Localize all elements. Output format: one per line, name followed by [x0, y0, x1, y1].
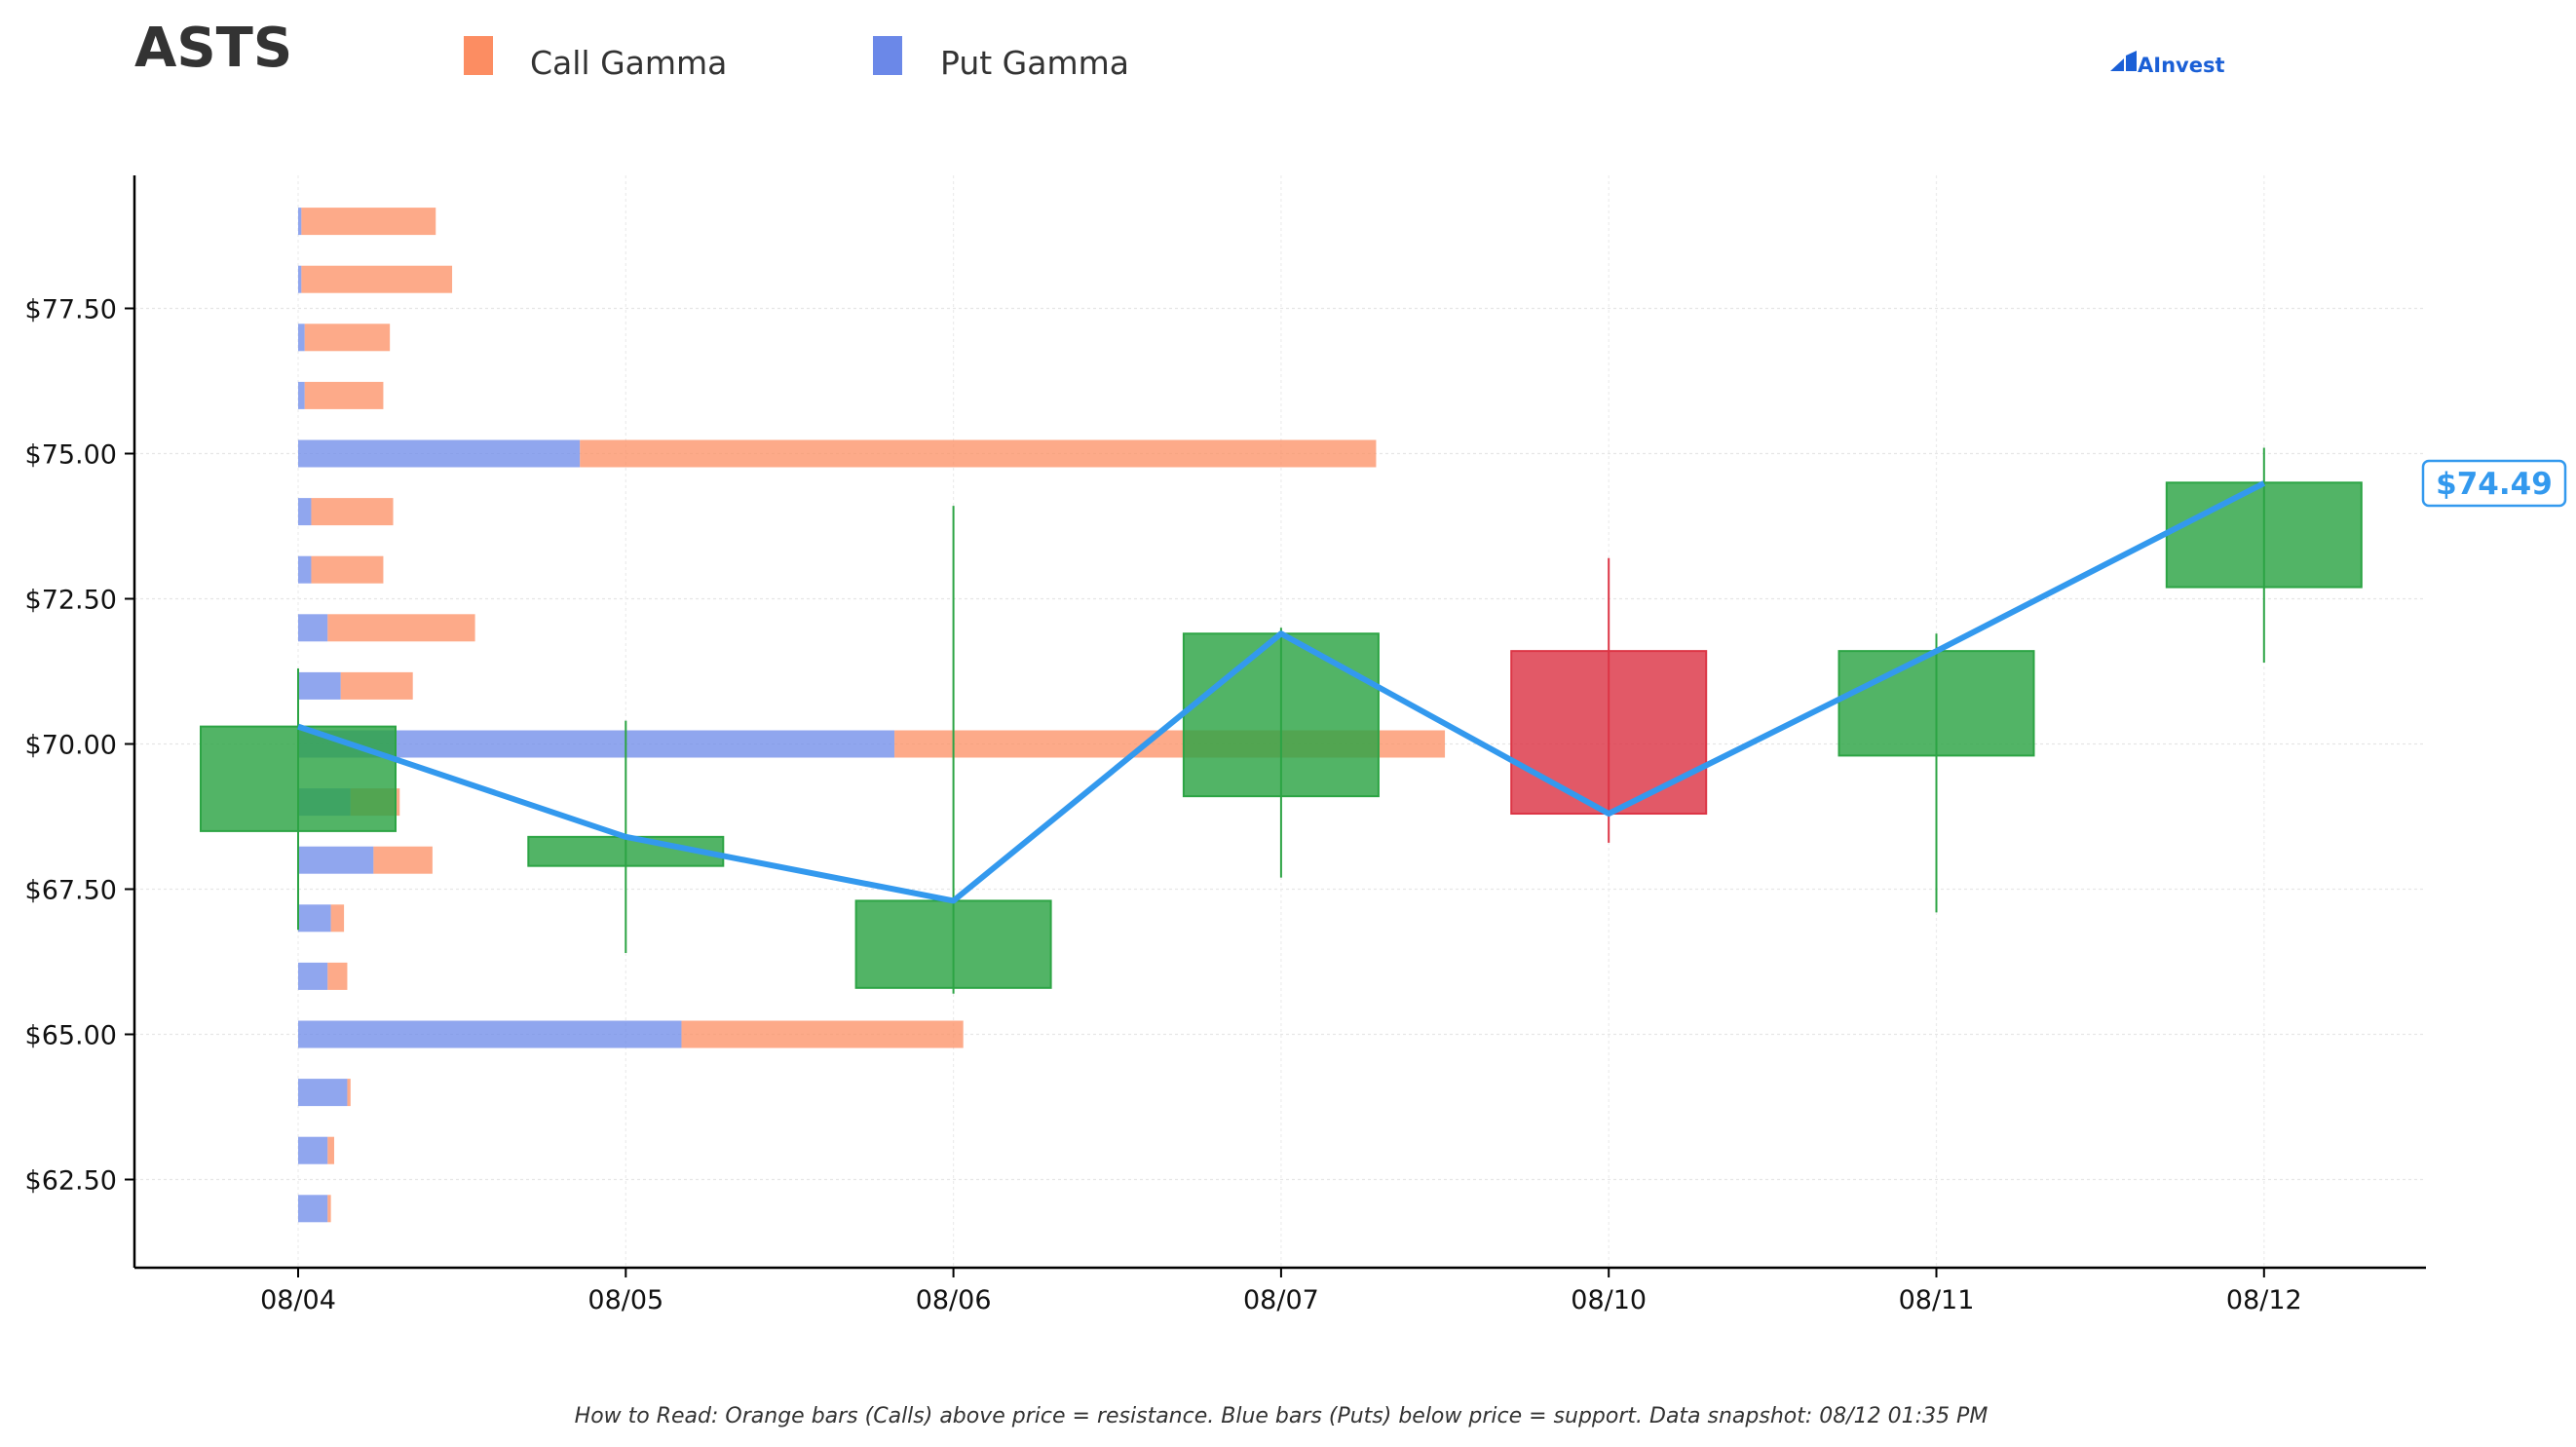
- put-gamma-bar: [298, 1195, 328, 1223]
- put-gamma-bar: [298, 1020, 682, 1048]
- call-gamma-bar: [311, 555, 384, 584]
- y-tick-label: $70.00: [25, 731, 117, 761]
- brand-logo-text: AInvest: [2138, 54, 2225, 77]
- call-gamma-bar: [301, 265, 453, 293]
- current-price-tag: $74.49: [2421, 459, 2567, 508]
- candle-body: [1182, 632, 1380, 798]
- how-to-read-note: How to Read: Orange bars (Calls) above p…: [575, 1404, 1989, 1428]
- put-gamma-bar: [298, 614, 328, 642]
- put-gamma-bar: [298, 1079, 348, 1107]
- put-gamma-bar: [298, 498, 312, 526]
- candle-body: [854, 899, 1052, 989]
- brand-logo-icon: [2110, 51, 2137, 71]
- put-gamma-bar: [298, 208, 302, 236]
- x-tick-label: 08/04: [260, 1285, 336, 1315]
- legend-put-swatch: [873, 36, 902, 75]
- call-gamma-bar: [327, 1195, 331, 1223]
- y-tick-label: $72.50: [25, 586, 117, 616]
- call-gamma-bar: [347, 1079, 351, 1107]
- put-gamma-bar: [298, 671, 341, 700]
- put-gamma-bar: [298, 439, 581, 468]
- call-gamma-bar: [311, 498, 394, 526]
- put-gamma-bar: [298, 904, 331, 933]
- put-gamma-bar: [298, 265, 302, 293]
- call-gamma-bar: [580, 439, 1377, 468]
- call-gamma-bar: [681, 1020, 964, 1048]
- candle-body: [200, 725, 397, 832]
- put-gamma-bar: [298, 555, 312, 584]
- legend-put-label: Put Gamma: [940, 44, 1129, 82]
- brand-logo: AInvest: [2110, 51, 2225, 77]
- call-gamma-bar: [330, 904, 345, 933]
- legend: Call Gamma Put Gamma: [464, 36, 1129, 82]
- call-gamma-bar: [340, 671, 413, 700]
- candlesticks: [200, 447, 2363, 994]
- x-tick-label: 08/10: [1571, 1285, 1647, 1315]
- price-line-series: [297, 480, 2266, 904]
- x-ticks: 08/04 08/05 08/06 08/07 08/10 08/11 08/12: [260, 1268, 2302, 1315]
- current-price-box: [2421, 459, 2567, 508]
- call-gamma-bar: [327, 1136, 334, 1164]
- x-tick-label: 08/11: [1899, 1285, 1975, 1315]
- price-line: [297, 480, 2266, 904]
- x-tick-label: 08/05: [587, 1285, 663, 1315]
- y-ticks: $62.50 $65.00 $67.50 $70.00 $72.50 $75.00 $77.…: [25, 295, 134, 1197]
- y-tick-label: $77.50: [25, 295, 117, 325]
- x-tick-label: 08/12: [2226, 1285, 2302, 1315]
- call-gamma-bar: [373, 846, 433, 874]
- put-gamma-bar: [298, 962, 328, 990]
- gamma-bars: [298, 208, 1446, 1223]
- put-gamma-bar: [298, 846, 374, 874]
- legend-call-swatch: [464, 36, 493, 75]
- ticker-title: ASTS: [134, 17, 292, 80]
- put-gamma-bar: [298, 730, 895, 758]
- candle-body: [1510, 650, 1708, 816]
- call-gamma-bar: [327, 962, 348, 990]
- current-price-label: $74.49: [2436, 467, 2553, 502]
- x-tick-label: 08/06: [916, 1285, 992, 1315]
- x-tick-label: 08/07: [1243, 1285, 1319, 1315]
- legend-call-label: Call Gamma: [530, 44, 727, 82]
- candle-body: [2165, 481, 2363, 589]
- y-tick-label: $75.00: [25, 440, 117, 471]
- y-tick-label: $65.00: [25, 1021, 117, 1051]
- call-gamma-bar: [304, 324, 391, 352]
- y-tick-label: $62.50: [25, 1166, 117, 1197]
- put-gamma-bar: [298, 324, 305, 352]
- put-gamma-bar: [298, 381, 305, 409]
- y-tick-label: $67.50: [25, 876, 117, 906]
- call-gamma-bar: [301, 208, 436, 236]
- call-gamma-bar: [327, 614, 475, 642]
- candle-body: [1837, 650, 2035, 757]
- put-gamma-bar: [298, 1136, 328, 1164]
- call-gamma-bar: [304, 381, 384, 409]
